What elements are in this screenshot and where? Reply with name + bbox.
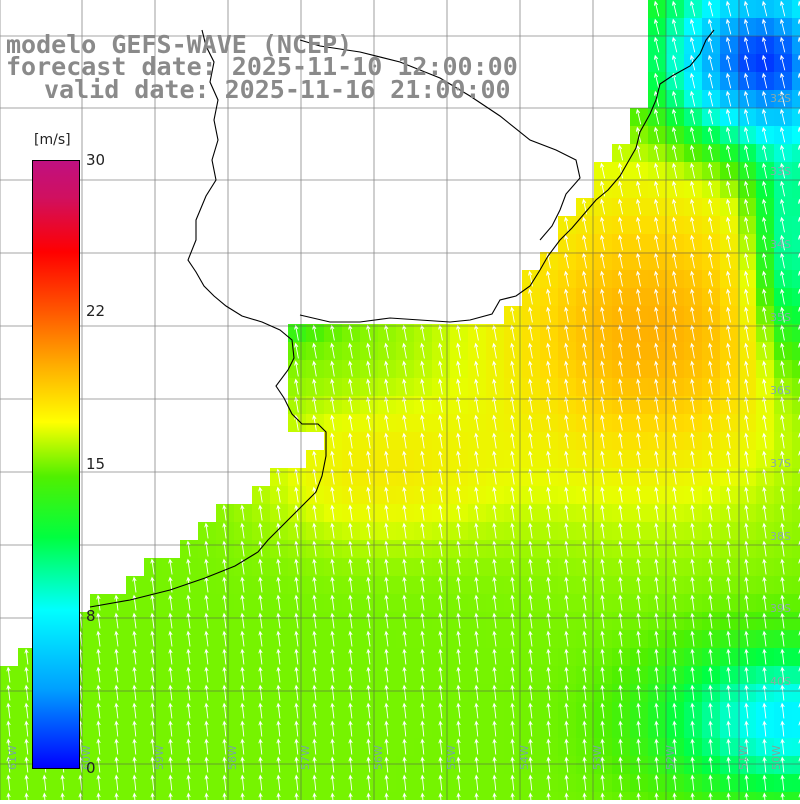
field-cell	[792, 432, 800, 450]
valid-date: valid date: 2025-11-16 21:00:00	[44, 75, 511, 104]
field-cell	[792, 540, 800, 558]
field-cell	[792, 450, 800, 468]
latitude-label: 36S	[770, 384, 791, 397]
longitude-label: 54W	[518, 745, 531, 770]
field-cell	[792, 504, 800, 522]
field-cell	[792, 666, 800, 684]
latitude-label: 37S	[770, 457, 791, 470]
longitude-label: 58W	[226, 745, 239, 770]
colorbar-unit: [m/s]	[34, 132, 71, 148]
latitude-label: 35S	[770, 311, 791, 324]
longitude-label: 59W	[153, 745, 166, 770]
field-cell	[792, 774, 800, 792]
field-cell	[792, 324, 800, 342]
field-cell	[792, 306, 800, 324]
field-cell	[792, 702, 800, 720]
colorbar-tick-15: 15	[86, 455, 105, 473]
colorbar	[32, 160, 80, 769]
longitude-label: 55W	[445, 745, 458, 770]
field-cell	[792, 684, 800, 702]
longitude-label: 57W	[299, 745, 312, 770]
colorbar-tick-22: 22	[86, 302, 105, 320]
field-cell	[792, 738, 800, 756]
field-cell	[792, 576, 800, 594]
field-cell	[792, 630, 800, 648]
field-cell	[792, 756, 800, 774]
field-cell	[792, 486, 800, 504]
field-cell	[792, 594, 800, 612]
longitude-label: 51W	[737, 745, 750, 770]
field-cell	[792, 648, 800, 666]
longitude-label: 52W	[664, 745, 677, 770]
field-cell	[792, 612, 800, 630]
longitude-label: 50W	[770, 745, 783, 770]
field-cell	[792, 360, 800, 378]
longitude-label: 53W	[591, 745, 604, 770]
field-cell	[792, 720, 800, 738]
field-cell	[792, 378, 800, 396]
colorbar-tick-0: 0	[86, 759, 96, 777]
colorbar-tick-30: 30	[86, 151, 105, 169]
colorbar-tick-8: 8	[86, 607, 96, 625]
latitude-label: 32S	[770, 92, 791, 105]
latitude-label: 33S	[770, 165, 791, 178]
latitude-label: 34S	[770, 238, 791, 251]
field-cell	[792, 468, 800, 486]
field-cell	[792, 558, 800, 576]
latitude-label: 38S	[770, 530, 791, 543]
field-cell	[792, 342, 800, 360]
latitude-label: 39S	[770, 602, 791, 615]
latitude-label: 40S	[770, 675, 791, 688]
field-cell	[792, 522, 800, 540]
field-cell	[792, 792, 800, 800]
longitude-label: 56W	[372, 745, 385, 770]
longitude-label: 61W	[6, 745, 19, 770]
field-cell	[792, 414, 800, 432]
field-cell	[792, 288, 800, 306]
